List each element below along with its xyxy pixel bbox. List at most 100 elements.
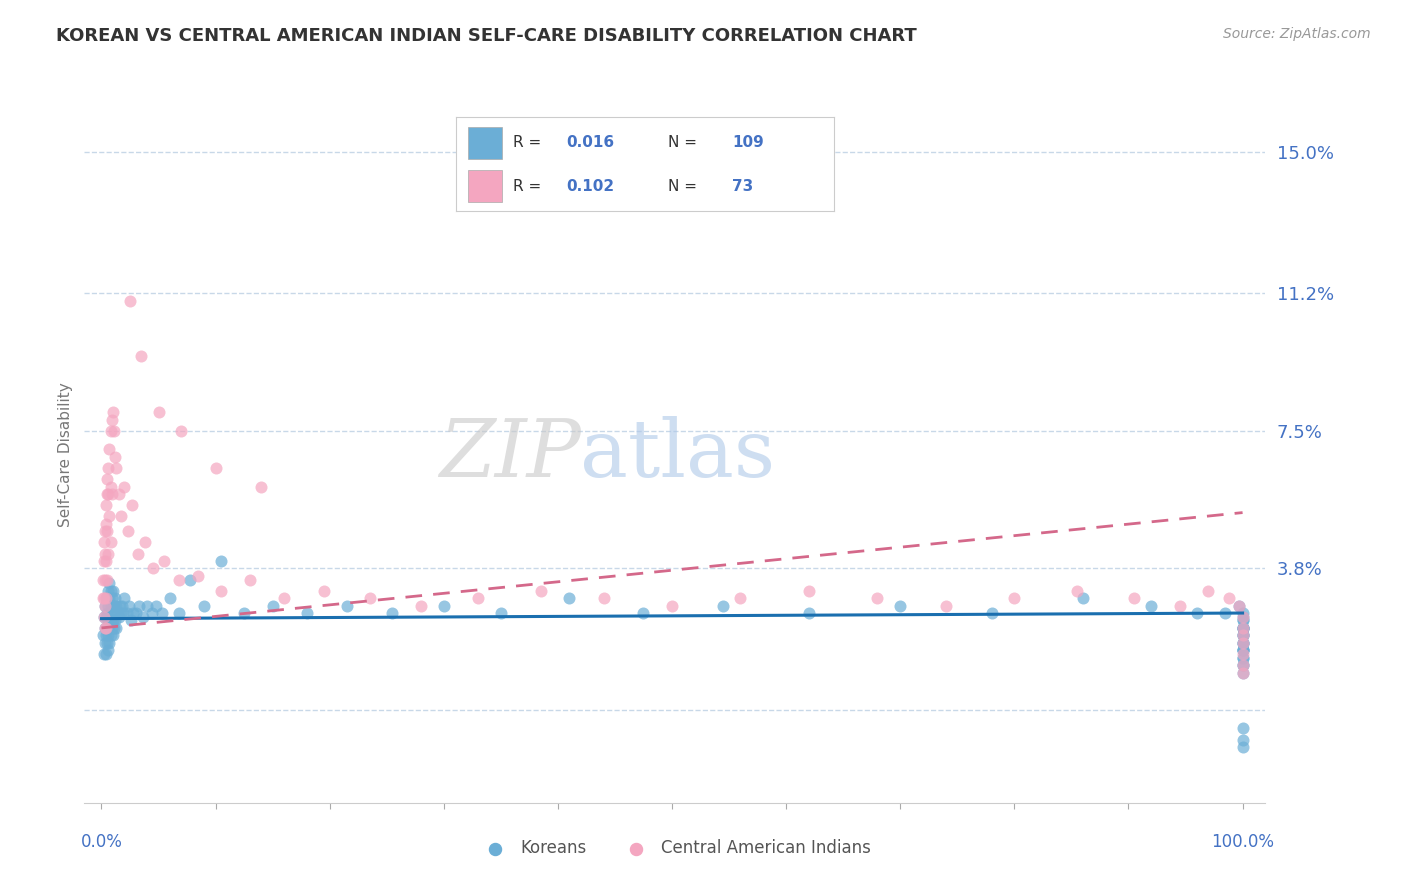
Point: [1140, 599, 1163, 613]
Point: [100, 606, 122, 620]
Point: [592, 591, 614, 606]
Point: [935, 599, 957, 613]
Point: [94, 524, 117, 539]
Point: [1232, 628, 1254, 642]
Legend: Koreans, Central American Indians: Koreans, Central American Indians: [472, 833, 877, 864]
Point: [93, 647, 115, 661]
Point: [558, 591, 581, 606]
Point: [866, 591, 889, 606]
Point: [100, 583, 122, 598]
Point: [295, 606, 318, 620]
Point: [94, 591, 117, 606]
Point: [107, 487, 129, 501]
Point: [489, 606, 512, 620]
Point: [112, 591, 135, 606]
Point: [96, 636, 118, 650]
Point: [93, 609, 115, 624]
Point: [1232, 614, 1254, 628]
Point: [730, 591, 752, 606]
Point: [661, 599, 683, 613]
Text: 0.0%: 0.0%: [80, 832, 122, 851]
Point: [1227, 599, 1250, 613]
Point: [97, 628, 120, 642]
Point: [1232, 606, 1254, 620]
Point: [136, 599, 159, 613]
Point: [98, 442, 121, 457]
Point: [105, 599, 128, 613]
Point: [97, 547, 120, 561]
Point: [204, 461, 226, 475]
Point: [1232, 628, 1254, 642]
Point: [100, 412, 122, 426]
Point: [1232, 609, 1254, 624]
Point: [1232, 614, 1254, 628]
Point: [94, 516, 117, 531]
Point: [96, 524, 118, 539]
Point: [94, 609, 117, 624]
Point: [187, 569, 209, 583]
Point: [98, 636, 121, 650]
Point: [1232, 643, 1254, 657]
Point: [209, 554, 232, 568]
Point: [100, 599, 122, 613]
Point: [111, 599, 134, 613]
Point: [97, 599, 120, 613]
Point: [250, 479, 273, 493]
Point: [889, 599, 911, 613]
Point: [100, 628, 122, 642]
Point: [96, 472, 118, 486]
Point: [1232, 643, 1254, 657]
Point: [1227, 599, 1250, 613]
Point: [1232, 643, 1254, 657]
Point: [93, 554, 115, 568]
Point: [1232, 732, 1254, 747]
Point: [359, 591, 381, 606]
Point: [93, 535, 115, 549]
Point: [100, 591, 122, 606]
Point: [1185, 606, 1208, 620]
Point: [633, 606, 655, 620]
Point: [1232, 628, 1254, 642]
Point: [170, 424, 193, 438]
Point: [96, 487, 118, 501]
Point: [141, 606, 163, 620]
Point: [94, 599, 117, 613]
Point: [1232, 628, 1254, 642]
Text: Source: ZipAtlas.com: Source: ZipAtlas.com: [1223, 27, 1371, 41]
Point: [1232, 650, 1254, 665]
Point: [159, 591, 181, 606]
Point: [433, 599, 456, 613]
Point: [97, 487, 120, 501]
Point: [94, 621, 117, 635]
Point: [94, 591, 117, 606]
Point: [1232, 621, 1254, 635]
Point: [1232, 722, 1254, 736]
Point: [797, 583, 820, 598]
Point: [1232, 739, 1254, 754]
Point: [150, 606, 173, 620]
Point: [101, 405, 124, 419]
Text: 100.0%: 100.0%: [1211, 832, 1274, 851]
Point: [145, 599, 167, 613]
Point: [104, 591, 127, 606]
Point: [131, 349, 153, 363]
Point: [1071, 591, 1094, 606]
Point: [117, 524, 139, 539]
Point: [101, 583, 124, 598]
Point: [100, 614, 122, 628]
Point: [107, 609, 129, 624]
Text: ZIP: ZIP: [439, 417, 581, 493]
Point: [142, 561, 165, 575]
Point: [97, 614, 120, 628]
Point: [1197, 583, 1219, 598]
Point: [209, 583, 232, 598]
Point: [107, 606, 129, 620]
Point: [96, 621, 118, 635]
Point: [125, 606, 148, 620]
Point: [1232, 621, 1254, 635]
Point: [530, 583, 553, 598]
Point: [98, 591, 121, 606]
Point: [336, 599, 359, 613]
Point: [1002, 591, 1025, 606]
Point: [1232, 636, 1254, 650]
